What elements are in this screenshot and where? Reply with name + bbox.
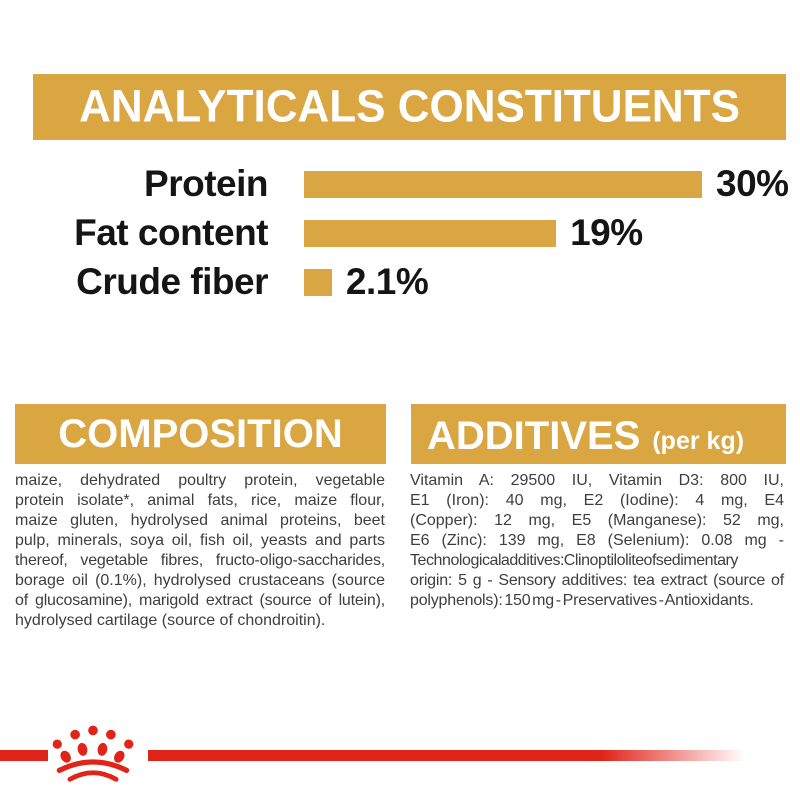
protein-value: 30% [716,163,789,204]
fat-content-value: 19% [570,212,643,253]
chart-row: Fat content 19% [0,212,800,253]
additives-line: (Copper): 12 mg, E5 (Manganese): 52 mg, [410,512,784,529]
additives-line: E6 (Zinc): 139 mg, E8 (Selenium): 0.08 m… [410,532,784,549]
composition-banner: COMPOSITION [15,404,386,464]
additives-banner: ADDITIVES (per kg) [411,404,786,464]
royal-canin-crown-logo [52,725,134,782]
composition-line: hydrolysed cartilage (source of chondroi… [15,612,326,629]
additives-line: polyphenols): 150 mg - Preservatives - A… [410,592,754,609]
composition-text: maize, dehydrated poultry protein, veget… [15,471,385,631]
additives-title: ADDITIVES [427,414,641,458]
composition-title: COMPOSITION [58,411,343,456]
chart-category-label: Protein [144,163,268,204]
footer-rule-left [0,750,48,761]
additives-title-suffix: (per kg) [652,427,745,455]
composition-line: of glucosamine), marigold extract (sourc… [15,592,385,609]
composition-line: thereof, vegetable fibres, fructo-oligo-… [15,552,385,569]
composition-line: maize gluten, hydrolysed animal proteins… [15,512,385,529]
fat-content-bar [304,219,557,247]
composition-line: maize, dehydrated poultry protein, veget… [15,472,385,489]
chart-category-label: Fat content [74,212,268,253]
chart-row: Crude fiber 2.1% [0,261,800,302]
composition-line: pulp, minerals, soya oil, fish oil, yeas… [15,532,385,549]
additives-line: Technological additives: Clinoptilolite … [410,552,738,569]
additives-line: origin: 5 g - Sensory additives: tea ext… [410,572,784,589]
composition-line: protein isolate*, animal fats, rice, mai… [15,492,385,509]
chart-category-label: Crude fiber [76,261,268,302]
additives-line: E1 (Iron): 40 mg, E2 (Iodine): 4 mg, E4 [410,492,784,509]
analyticals-title: ANALYTICALS CONSTITUENTS [79,81,740,132]
additives-text: Vitamin A: 29500 IU, Vitamin D3: 800 IU,… [410,471,784,611]
crude-fiber-bar [304,268,332,296]
crude-fiber-value: 2.1% [345,261,429,302]
additives-line: Vitamin A: 29500 IU, Vitamin D3: 800 IU, [410,472,784,489]
protein-bar [304,170,702,198]
chart-row: Protein 30% [0,163,800,204]
analyticals-banner: ANALYTICALS CONSTITUENTS [33,74,786,140]
footer-rule-right [148,750,745,761]
composition-line: borage oil (0.1%), hydrolysed crustacean… [15,572,385,589]
